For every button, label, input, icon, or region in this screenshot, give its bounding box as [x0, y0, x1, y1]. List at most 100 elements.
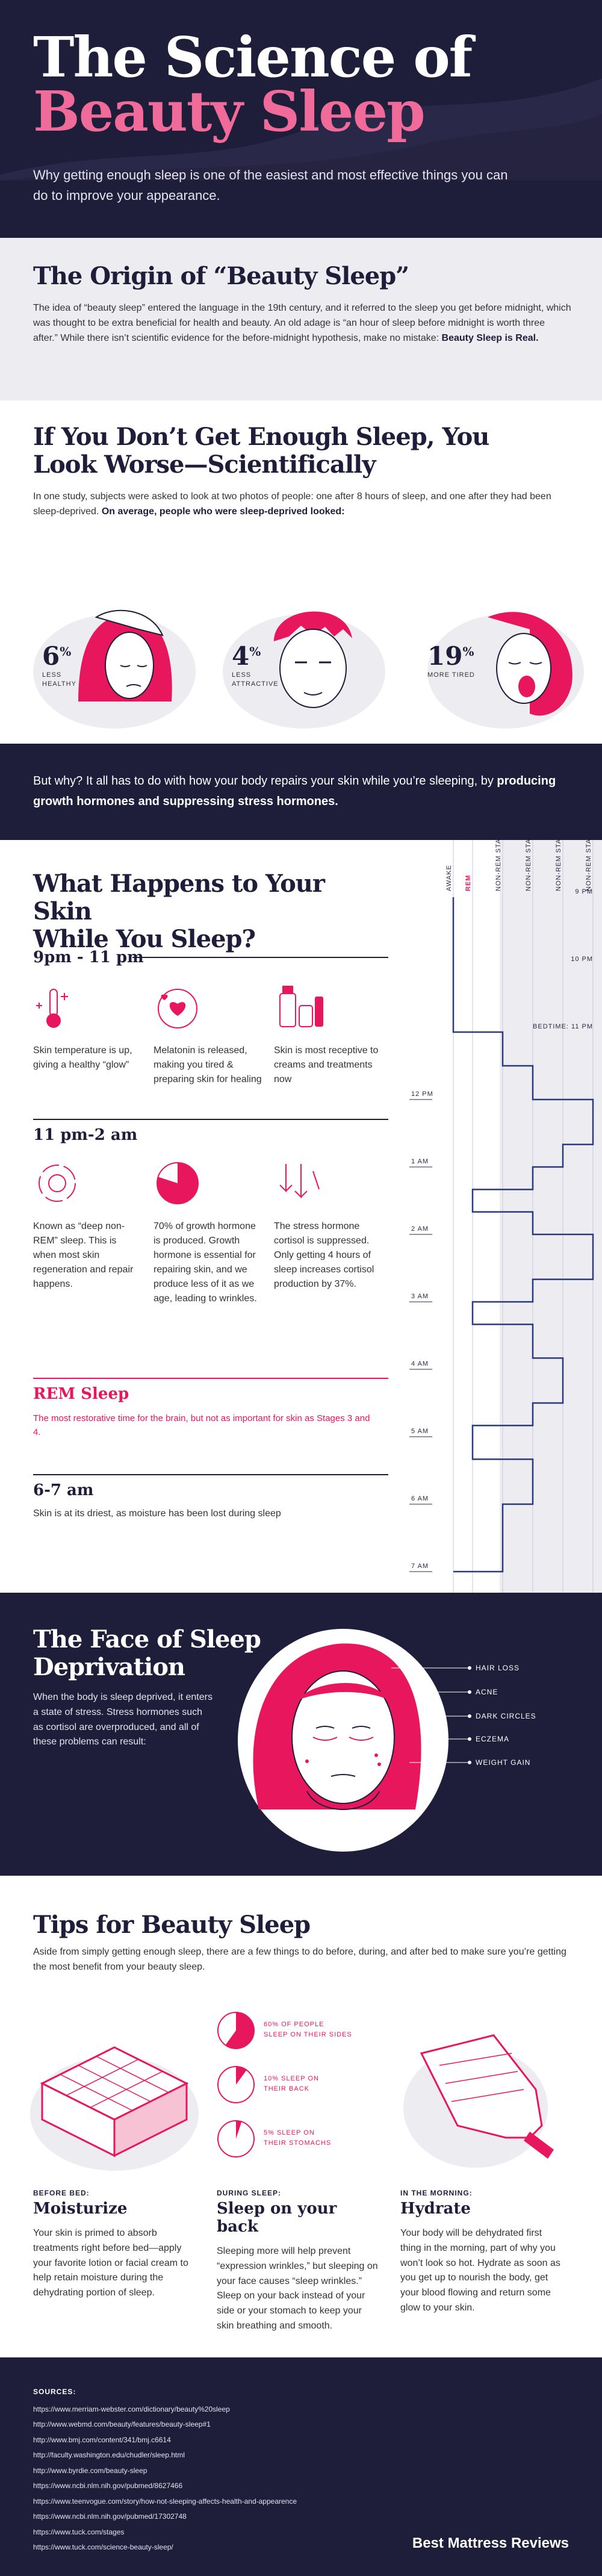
- deprivation-body: When the body is sleep deprived, it ente…: [33, 1692, 213, 1747]
- pie-60-icon: [217, 2012, 255, 2049]
- time-tick-label: 12 PM: [411, 1090, 433, 1098]
- look-worse-section: If You Don’t Get Enough Sleep, You Look …: [0, 400, 602, 744]
- source-link[interactable]: http://faculty.washington.edu/chudler/sl…: [33, 2451, 185, 2460]
- deprived-face-illustration: [238, 1629, 448, 1852]
- label-line-2: THEIR STOMACHS: [264, 2139, 332, 2147]
- time-tick-label: 1 AM: [411, 1158, 429, 1165]
- tip-hydrate: IN THE MORNING: Hydrate Your body will b…: [400, 2189, 563, 2316]
- tip-kicker: DURING SLEEP:: [217, 2189, 282, 2197]
- time-tick-label: 5 AM: [411, 1428, 429, 1435]
- thermometer-icon: [36, 989, 68, 1028]
- phase-rule: [33, 1378, 388, 1379]
- symptom-dark-circles: DARK CIRCLES: [476, 1712, 536, 1720]
- stat-label: LESS HEALTHY: [42, 671, 76, 689]
- sources-label: SOURCES:: [33, 2388, 76, 2396]
- symptom-weight-gain: WEIGHT GAIN: [476, 1758, 531, 1767]
- study-text: In one study, subjects were asked to loo…: [33, 491, 551, 517]
- source-link[interactable]: http://www.bmj.com/content/341/bmj.c6614: [33, 2435, 171, 2444]
- yawning-woman-illustration: [427, 612, 584, 729]
- arrows-down-icon: [279, 1164, 320, 1199]
- sleep-stage-series-line: [452, 897, 594, 1573]
- tip-moisturize: BEFORE BED: Moisturize Your skin is prim…: [33, 2189, 196, 2301]
- hero-subtitle: Why getting enough sleep is one of the e…: [33, 167, 508, 204]
- label-line-2: SLEEP ON THEIR SIDES: [264, 2030, 352, 2038]
- stat-value: 4%: [232, 641, 279, 671]
- non-rem-band: [500, 840, 602, 1593]
- stage-category-label: REM: [465, 875, 472, 891]
- why-section: But why? It all has to do with how your …: [0, 744, 602, 840]
- position-stat-back: 10% SLEEP ON THEIR BACK: [217, 2065, 373, 2107]
- position-stat-label: 60% OF PEOPLE SLEEP ON THEIR SIDES: [264, 2020, 378, 2039]
- time-tick-label: 2 AM: [411, 1225, 429, 1233]
- stat-less-attractive: 4% LESS ATTRACTIVE: [214, 581, 394, 732]
- stat-number: 6: [42, 641, 60, 671]
- time-tick-label: 10 PM: [571, 956, 593, 963]
- why-text: But why? It all has to do with how your …: [33, 771, 575, 812]
- time-tick-label: BEDTIME: 11 PM: [533, 1023, 593, 1030]
- time-tick-label: 3 AM: [411, 1293, 429, 1300]
- source-link[interactable]: https://www.teenvogue.com/story/how-not-…: [33, 2497, 297, 2506]
- deprivation-heading: The Face of Sleep Deprivation: [33, 1626, 261, 1681]
- skin-section: What Happens to Your Skin While You Slee…: [0, 840, 602, 1593]
- sources-list: https://www.merriam-webster.com/dictiona…: [33, 2402, 569, 2555]
- look-worse-heading: If You Don’t Get Enough Sleep, You Look …: [33, 423, 569, 479]
- time-tick-label: 9 PM: [575, 888, 593, 895]
- tips-intro: Aside from simply getting enough sleep, …: [33, 1947, 566, 1972]
- pie-70-icon: [157, 1162, 199, 1204]
- source-link[interactable]: http://www.webmd.com/beauty/features/bea…: [33, 2420, 211, 2429]
- phase-rule: [132, 957, 388, 958]
- sleep-stage-chart: AWAKE REM NON-REM STAGE 1 NON-REM STAGE 2 NO…: [409, 840, 602, 1593]
- tip-kicker: IN THE MORNING:: [400, 2189, 473, 2197]
- source-link[interactable]: https://www.merriam-webster.com/dictiona…: [33, 2405, 230, 2413]
- skin-heading: What Happens to Your Skin While You Slee…: [33, 870, 388, 953]
- phase-6am-7am: 6-7 am Skin is at its driest, as moistur…: [33, 1474, 388, 1522]
- mattress-icon: [30, 2046, 199, 2171]
- phase-text: Skin is at its driest, as moisture has b…: [33, 1508, 281, 1519]
- tip-text: Sleeping more will help prevent “express…: [217, 2246, 378, 2331]
- position-stat-label: 5% SLEEP ON THEIR STOMACHS: [264, 2128, 378, 2148]
- title-line-2: Beauty Sleep: [33, 79, 426, 145]
- heading-line-1: The Face of Sleep: [33, 1625, 261, 1654]
- phase-item-1: Skin temperature is up, giving a healthy…: [33, 1045, 132, 1070]
- phase-time: 11 pm-2 am: [33, 1126, 138, 1144]
- stat-value: 19%: [427, 641, 475, 671]
- phase-item-3: The stress hormone cortisol is suppresse…: [274, 1221, 374, 1289]
- hero-section: The Science of Beauty Sleep Why getting …: [0, 0, 602, 238]
- stage-category-label: NON-REM STAGE 1: [495, 840, 502, 891]
- stage-category-label: NON-REM STAGE 3: [555, 840, 562, 891]
- stage-category-label: NON-REM STAGE 4: [585, 840, 592, 891]
- origin-emphasis: Beauty Sleep is Real.: [441, 332, 539, 343]
- cream-bottles-icon: [279, 986, 323, 1027]
- heading-line-1: What Happens to Your Skin: [33, 870, 325, 926]
- source-link[interactable]: https://www.ncbi.nlm.nih.gov/pubmed/8627…: [33, 2481, 183, 2490]
- tips-section: Tips for Beauty Sleep Aside from simply …: [0, 1876, 602, 2357]
- tired-face-illustration: [33, 609, 196, 729]
- stage-category-label: NON-REM STAGE 2: [525, 840, 532, 891]
- stat-label: LESS ATTRACTIVE: [232, 671, 279, 689]
- phase-rule: [33, 1119, 388, 1120]
- stat-number: 19: [427, 641, 463, 671]
- label-line-2: THEIR BACK: [264, 2085, 310, 2092]
- position-stat-stomach: 5% SLEEP ON THEIR STOMACHS: [217, 2120, 373, 2161]
- symptom-connector-lines: [391, 1666, 471, 1764]
- tired-man-illustration: [223, 611, 385, 729]
- deprivation-section: The Face of Sleep Deprivation When the b…: [0, 1593, 602, 1876]
- time-tick-label: 7 AM: [411, 1563, 429, 1570]
- stat-label-2: HEALTHY: [42, 680, 76, 688]
- stat-value: 6%: [42, 641, 76, 671]
- tip-kicker: BEFORE BED:: [33, 2189, 90, 2197]
- hearts-icon: [158, 989, 197, 1028]
- time-tick-label: 6 AM: [411, 1495, 429, 1502]
- source-link[interactable]: http://www.byrdie.com/beauty-sleep: [33, 2466, 147, 2475]
- source-link[interactable]: https://www.ncbi.nlm.nih.gov/pubmed/1730…: [33, 2512, 187, 2521]
- brand-logo[interactable]: Best Mattress Reviews: [412, 2535, 569, 2551]
- tip-title: Hydrate: [400, 2200, 471, 2218]
- phase-item-2: 70% of growth hormone is produced. Growt…: [154, 1221, 257, 1304]
- stat-label: MORE TIRED: [427, 671, 475, 680]
- tip-title: Moisturize: [33, 2200, 128, 2218]
- stat-less-healthy: 6% LESS HEALTHY: [24, 581, 205, 732]
- phase-rule: [33, 1474, 388, 1475]
- time-tick-label: 4 AM: [411, 1360, 429, 1367]
- origin-heading: The Origin of “Beauty Sleep”: [33, 262, 409, 290]
- stat-unit: %: [60, 644, 72, 659]
